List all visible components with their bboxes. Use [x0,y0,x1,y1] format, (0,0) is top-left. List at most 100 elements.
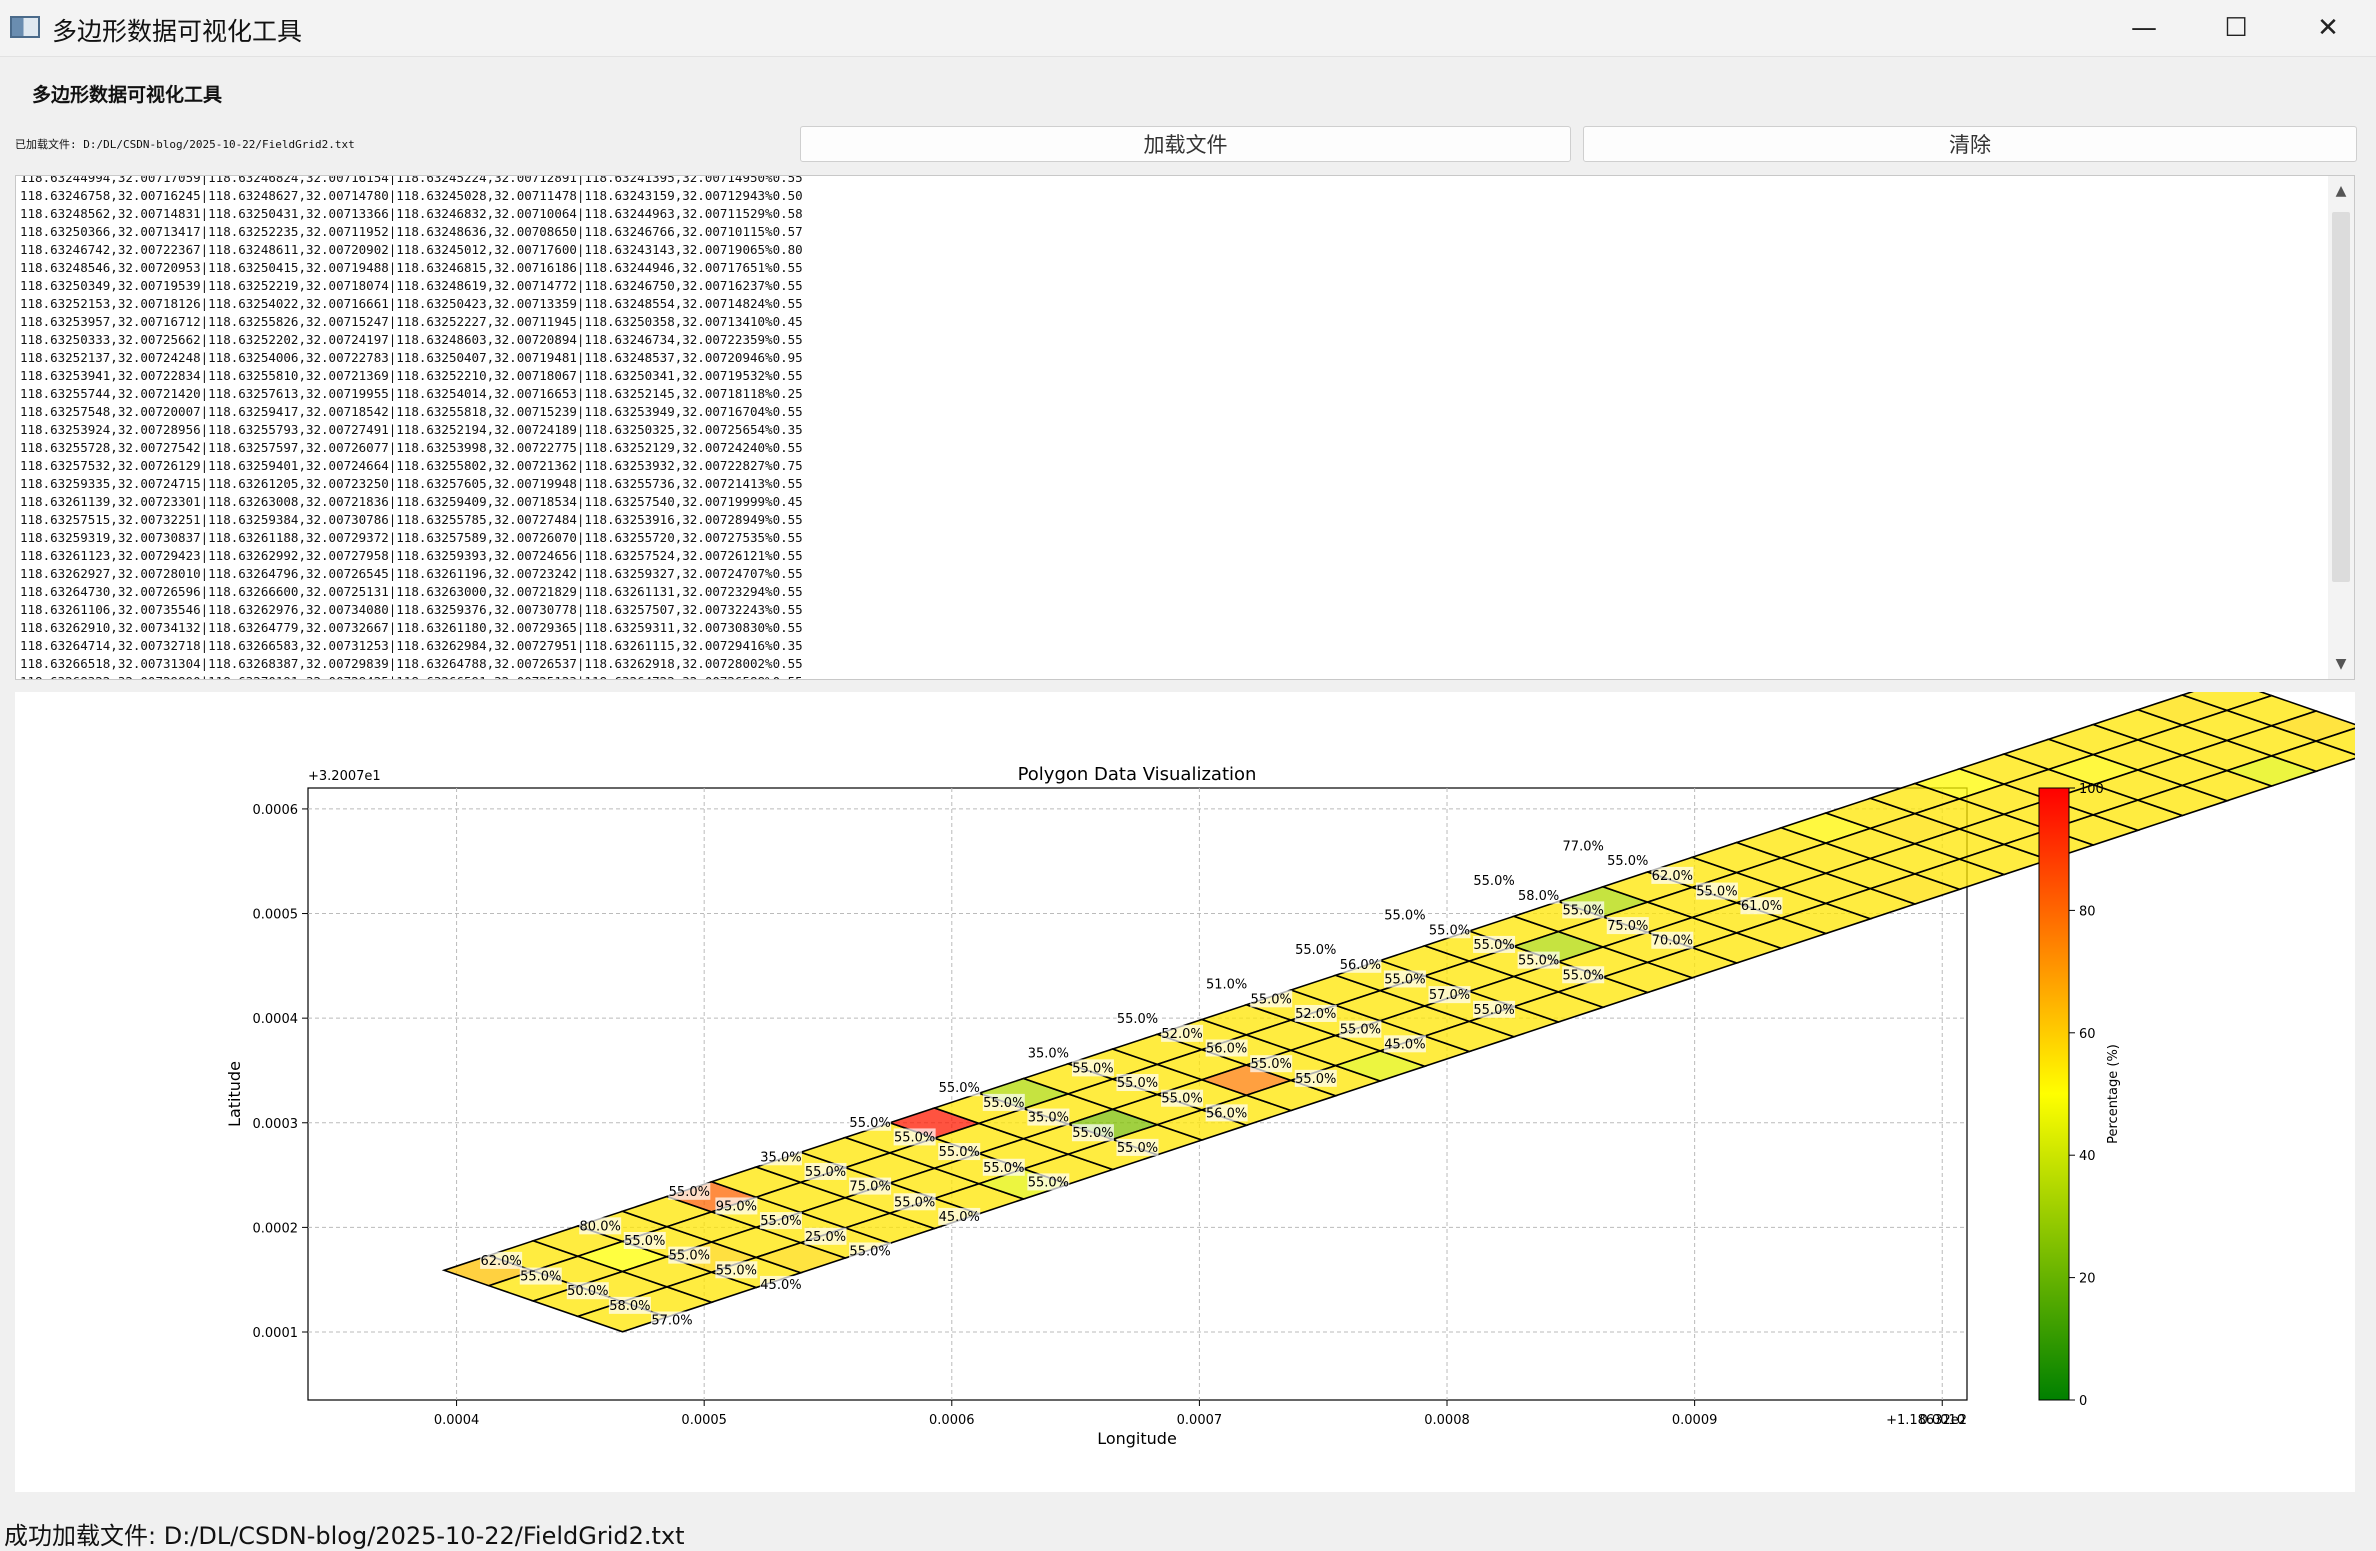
cell-label: 80.0% [580,1219,621,1234]
minimize-button[interactable]: — [2098,0,2190,56]
maximize-button[interactable]: ☐ [2190,0,2282,56]
colorbar-tick-label: 100 [2079,782,2104,797]
cell-label-box [480,1251,523,1269]
clear-button[interactable]: 清除 [1583,126,2357,162]
cell-label: 55.0% [1251,992,1292,1007]
cell-label: 55.0% [983,1096,1024,1111]
colorbar-tick-label: 80 [2079,904,2096,919]
cell-label: 55.0% [1028,1175,1069,1190]
cell-label: 55.0% [1607,854,1648,869]
cell-label-box [804,1227,847,1245]
x-tick-label: 0.0009 [1672,1413,1718,1428]
cell-label: 57.0% [651,1313,692,1328]
cell-label: 55.0% [939,1081,980,1096]
cell-label-box [1383,906,1426,924]
cell-label-box [849,1242,892,1260]
colorbar-tick-label: 40 [2079,1149,2096,1164]
colorbar-label: Percentage (%) [2106,1044,2121,1144]
text-line: 118.63253941,32.00722834|118.63255810,32… [20,368,803,383]
cell-label: 51.0% [1206,978,1247,993]
cell-label: 57.0% [1429,988,1470,1003]
close-icon: ✕ [2317,13,2339,43]
cell-label-box [668,1182,711,1200]
cell-label-box [893,1193,936,1211]
cell-label-box [1161,1089,1204,1107]
cell-label: 55.0% [1473,874,1514,889]
text-line: 118.63264714,32.00732718|118.63266583,32… [20,638,803,653]
y-tick-label: 0.0004 [253,1012,299,1027]
cell-label-box [1606,917,1649,935]
plot-canvas: 62.0% 55.0% 50.0% 58.0% 57.0% 80.0% 55.0% 55.0%… [15,679,2376,1492]
cell-label: 55.0% [939,1145,980,1160]
cell-label: 50.0% [567,1284,608,1299]
cell-label-box [715,1261,758,1279]
cell-label: 70.0% [1652,934,1693,949]
app-icon [10,16,40,38]
cell-label-box [1383,970,1426,988]
text-line: 118.63252137,32.00724248|118.63254006,32… [20,350,803,365]
data-text-area[interactable]: 118.63244994,32.00717059|118.63246824,32… [15,175,2355,680]
text-line: 118.63257548,32.00720007|118.63259417,32… [20,404,803,419]
text-line: 118.63257515,32.00732251|118.63259384,32… [20,512,803,527]
scroll-thumb[interactable] [2332,212,2350,582]
cell-label: 55.0% [1117,1012,1158,1027]
cell-label-box [1205,1104,1248,1122]
cell-label: 55.0% [983,1161,1024,1176]
text-line: 118.63259319,32.00730837|118.63261188,32… [20,530,803,545]
cell-label-box [1071,1059,1114,1077]
cell-label: 62.0% [1652,869,1693,884]
cell-label: 55.0% [1161,1092,1202,1107]
scroll-up-icon[interactable]: ▲ [2335,183,2347,199]
load-file-button[interactable]: 加载文件 [800,126,1571,162]
text-line: 118.63244994,32.00717059|118.63246824,32… [20,175,803,185]
cell-label: 35.0% [1028,1111,1069,1126]
cell-label: 95.0% [716,1199,757,1214]
cell-label-box [1428,986,1471,1004]
cell-label-box [1562,966,1605,984]
x-offset-label: +1.18632e2 [1886,1413,1967,1428]
y-axis-label: Latitude [225,1061,244,1127]
scroll-down-icon[interactable]: ▼ [2335,656,2347,672]
cell-label: 55.0% [1384,972,1425,987]
cell-label: 55.0% [894,1195,935,1210]
cell-label-box [579,1217,622,1235]
minimize-icon: — [2131,13,2157,43]
text-line: 118.63261106,32.00735546|118.63262976,32… [20,602,803,617]
y-tick-label: 0.0002 [253,1221,299,1236]
text-line: 118.63253924,32.00728956|118.63255793,32… [20,422,803,437]
close-button[interactable]: ✕ [2282,0,2374,56]
cell-label: 55.0% [1295,943,1336,958]
chart-title: Polygon Data Visualization [1018,764,1257,785]
colorbar-ticks: 0 20 40 60 80 100 [2069,782,2104,1409]
cell-label: 58.0% [609,1299,650,1314]
text-line: 118.63262910,32.00734132|118.63264779,32… [20,620,803,635]
cell-label: 56.0% [1206,1106,1247,1121]
cell-label: 55.0% [520,1270,561,1285]
cell-label: 55.0% [1251,1057,1292,1072]
cell-label-box [623,1231,666,1249]
cell-label-box [1116,1010,1159,1028]
text-line: 118.63250366,32.00713417|118.63252235,32… [20,224,803,239]
cell-label: 52.0% [1295,1007,1336,1022]
x-tick-label: 0.0006 [929,1413,975,1428]
cell-label-box [668,1246,711,1264]
cell-label: 55.0% [1473,1003,1514,1018]
cell-label-box [1695,882,1738,900]
cell-label-box [1383,1035,1426,1053]
cell-label: 75.0% [1607,919,1648,934]
x-axis-label: Longitude [1097,1429,1177,1448]
cell-label: 75.0% [849,1180,890,1195]
text-line: 118.63257532,32.00726129|118.63259401,32… [20,458,803,473]
cell-label-box [1517,951,1560,969]
cell-label-box [938,1143,981,1161]
cell-label-box [1027,1173,1070,1191]
x-tick-label: 0.0004 [434,1413,480,1428]
text-line: 118.63253957,32.00716712|118.63255826,32… [20,314,803,329]
vertical-scrollbar[interactable]: ▲ ▼ [2328,176,2354,679]
cell-label-box [938,1207,981,1225]
cell-label-box [759,1148,802,1166]
cell-label: 55.0% [669,1249,710,1264]
cell-label-box [608,1296,651,1314]
cell-label-box [1740,897,1783,915]
cell-label-box [519,1267,562,1285]
